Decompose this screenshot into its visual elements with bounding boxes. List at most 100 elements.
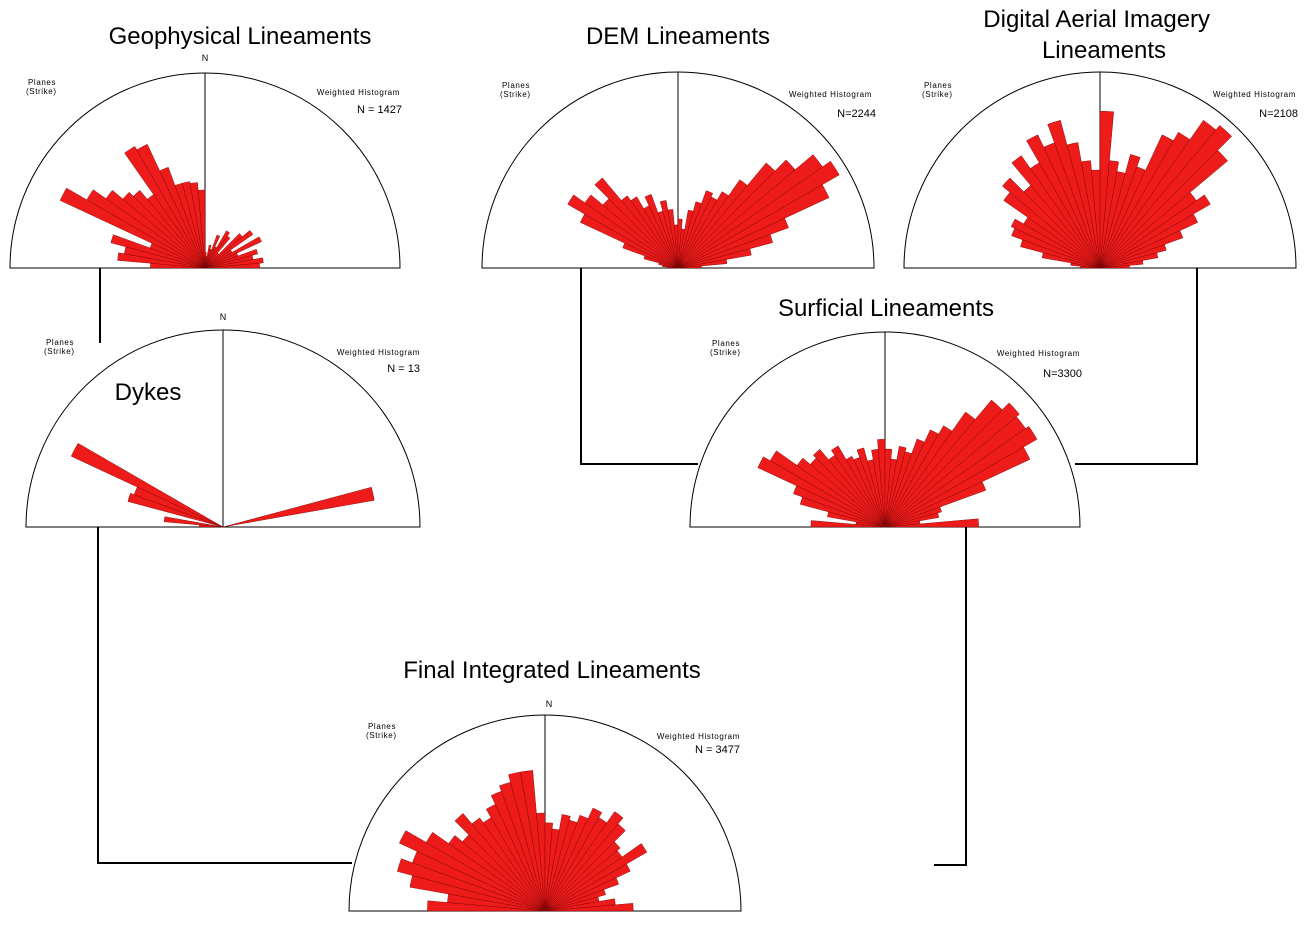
rose-outline-aerial bbox=[903, 71, 1297, 269]
rose-petal-aerial-27 bbox=[1099, 149, 1228, 269]
n-count-surficial: N=3300 bbox=[1043, 368, 1082, 380]
rose-petal-surficial-31 bbox=[884, 481, 987, 528]
rose-petal-geophysical-16 bbox=[189, 182, 206, 269]
rose-petal-aerial-26 bbox=[1099, 125, 1232, 269]
rose-petal-dem-16 bbox=[667, 209, 679, 269]
rose-petal-surficial-5 bbox=[757, 456, 886, 528]
rose-outline-surficial bbox=[689, 331, 1081, 528]
rose-petals-geophysical bbox=[59, 144, 264, 269]
rose-petal-surficial-7 bbox=[796, 457, 886, 528]
rose-petal-geophysical-13 bbox=[159, 166, 206, 269]
chart-title-dykes: Dykes bbox=[115, 379, 182, 406]
north-label-dykes: N bbox=[220, 312, 227, 322]
rose-petal-final-7 bbox=[448, 835, 546, 912]
rose-outline-dem bbox=[481, 71, 875, 269]
rose-petal-geophysical-8 bbox=[122, 191, 206, 269]
rose-petal-dem-35 bbox=[677, 265, 702, 269]
rose-petal-dem-7 bbox=[584, 194, 679, 269]
rose-petal-aerial-5 bbox=[1010, 218, 1101, 269]
chart-title-final: Final Integrated Lineaments bbox=[403, 657, 701, 684]
rose-petals-aerial bbox=[1002, 110, 1232, 269]
rose-petal-geophysical-6 bbox=[86, 189, 206, 269]
n-count-final: N = 3477 bbox=[695, 744, 740, 756]
rose-petal-surficial-27 bbox=[884, 402, 1020, 528]
rose-petal-geophysical-25 bbox=[204, 235, 231, 269]
n-count-aerial: N=2108 bbox=[1259, 108, 1298, 120]
rose-petal-aerial-10 bbox=[1011, 155, 1101, 269]
rose-petal-dem-9 bbox=[594, 177, 679, 269]
rose-petal-geophysical-5 bbox=[59, 187, 206, 269]
rose-petals-dykes bbox=[70, 443, 375, 528]
rose-petal-aerial-32 bbox=[1099, 244, 1167, 269]
rose-petal-aerial-15 bbox=[1066, 142, 1101, 269]
rose-petal-final-32 bbox=[544, 889, 606, 912]
rose-petal-geophysical-32 bbox=[204, 249, 258, 269]
rose-petal-dem-30 bbox=[677, 184, 830, 269]
rose-petal-geophysical-9 bbox=[133, 190, 206, 269]
rose-petals-surficial bbox=[757, 399, 1038, 528]
rose-petal-surficial-30 bbox=[884, 446, 1031, 528]
rose-petal-aerial-30 bbox=[1099, 213, 1198, 269]
chart-title-dem: DEM Lineaments bbox=[586, 23, 770, 50]
rose-petal-dem-34 bbox=[677, 259, 728, 269]
rose-petal-aerial-34 bbox=[1099, 260, 1144, 269]
rose-petal-geophysical-28 bbox=[204, 230, 254, 269]
chart-title-aerial: Digital Aerial Imagery Lineaments bbox=[983, 6, 1216, 64]
rose-petal-aerial-29 bbox=[1099, 194, 1211, 269]
planes-label-geophysical: Planes (Strike) bbox=[26, 78, 59, 96]
connector-surficial-final bbox=[934, 527, 967, 866]
rose-chart-aerial: Digital Aerial Imagery Lineaments Planes… bbox=[903, 6, 1298, 269]
n-count-dykes: N = 13 bbox=[387, 363, 420, 375]
planes-label-surficial: Planes (Strike) bbox=[710, 339, 743, 357]
planes-label-final: Planes (Strike) bbox=[366, 722, 399, 740]
rose-outline-geophysical bbox=[9, 72, 401, 269]
rose-petal-final-27 bbox=[544, 841, 621, 912]
rose-chart-dem: DEM Lineaments Planes (Strike) Weighted … bbox=[481, 23, 876, 269]
rose-petal-final-25 bbox=[544, 811, 624, 912]
rose-petal-geophysical-24 bbox=[204, 230, 230, 269]
rose-petal-dem-15 bbox=[659, 200, 679, 269]
north-label-geophysical: N bbox=[202, 53, 209, 63]
rose-petal-final-9 bbox=[454, 813, 546, 912]
rose-petal-dem-33 bbox=[677, 248, 752, 269]
rose-petal-final-3 bbox=[397, 858, 546, 912]
rose-petal-surficial-29 bbox=[884, 426, 1038, 528]
rose-petal-dykes-1 bbox=[163, 516, 224, 528]
hist-label-geophysical: Weighted Histogram bbox=[317, 88, 400, 97]
chart-title-geophysical: Geophysical Lineaments bbox=[109, 23, 372, 50]
rose-petal-aerial-21 bbox=[1099, 154, 1141, 269]
rose-petal-dem-13 bbox=[644, 194, 679, 269]
rose-petal-final-16 bbox=[520, 770, 546, 912]
rose-petal-surficial-32 bbox=[884, 506, 942, 528]
n-count-geophysical: N = 1427 bbox=[357, 104, 402, 116]
rose-petal-geophysical-17 bbox=[197, 189, 206, 269]
rose-petal-dem-10 bbox=[621, 195, 679, 269]
rose-petal-surficial-11 bbox=[831, 445, 886, 528]
rose-petal-final-30 bbox=[544, 863, 631, 912]
connector-dykes-final bbox=[97, 527, 352, 864]
rose-petal-surficial-33 bbox=[884, 512, 940, 528]
hist-label-dykes: Weighted Histogram bbox=[337, 348, 420, 357]
chart-title-surficial: Surficial Lineaments bbox=[778, 295, 994, 322]
connector-lines bbox=[97, 268, 1198, 866]
rose-petal-final-10 bbox=[471, 817, 546, 912]
rose-petal-final-29 bbox=[544, 843, 648, 912]
hist-label-aerial: Weighted Histogram bbox=[1213, 90, 1296, 99]
rose-petal-surficial-14 bbox=[856, 447, 886, 528]
rose-petal-surficial-6 bbox=[769, 450, 886, 528]
hist-label-surficial: Weighted Histogram bbox=[997, 349, 1080, 358]
rose-chart-dykes: Dykes N Planes (Strike) Weighted Histogr… bbox=[25, 312, 421, 528]
connector-aerial-surficial bbox=[1075, 268, 1198, 465]
rose-petal-final-6 bbox=[425, 832, 546, 912]
connector-dem-surficial bbox=[580, 268, 698, 465]
rose-petal-dem-22 bbox=[677, 190, 714, 269]
rose-petal-surficial-9 bbox=[813, 449, 886, 528]
rose-petal-geophysical-3 bbox=[110, 234, 206, 269]
planes-label-aerial: Planes (Strike) bbox=[922, 81, 955, 99]
rose-petal-geophysical-15 bbox=[182, 181, 206, 269]
rose-petal-final-31 bbox=[544, 877, 619, 912]
rose-petal-dykes-2 bbox=[127, 493, 224, 528]
rose-petal-dem-11 bbox=[630, 196, 679, 269]
rose-petal-aerial-35 bbox=[1099, 265, 1130, 269]
